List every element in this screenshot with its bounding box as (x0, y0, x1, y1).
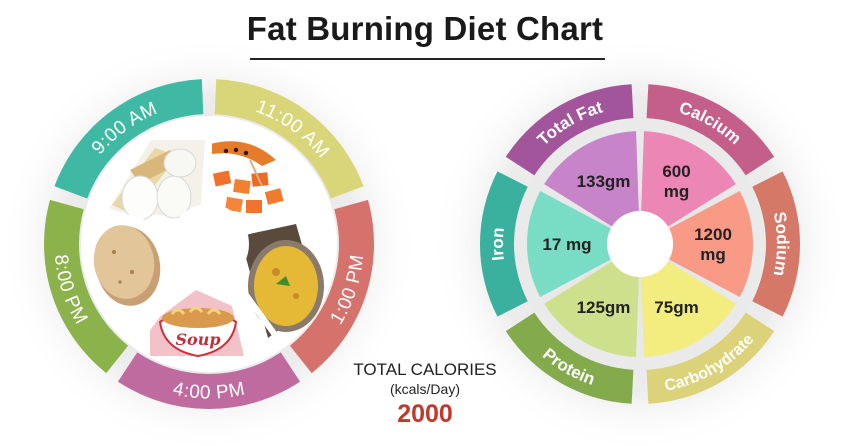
nutrient-ring-iron (480, 171, 528, 317)
nutrient-name-iron: Iron (488, 227, 508, 262)
svg-text:Soup: Soup (175, 330, 220, 349)
nutrient-value-iron: 17 mg (542, 235, 591, 254)
meal-segment-4-00-pm (117, 352, 301, 409)
nutrient-value-total-fat: 133gm (577, 172, 631, 191)
meal-segment-11-00-am (214, 79, 364, 199)
meal-separator (131, 274, 188, 350)
meal-time-4-00-pm: 4:00 PM (171, 378, 247, 403)
nutrient-slice-carbohydrate (641, 261, 736, 357)
meal-segment-8-00-pm (44, 199, 129, 374)
eggs-icon (107, 140, 205, 221)
total-calories-value: 2000 (397, 400, 453, 428)
meal-separator (246, 201, 332, 235)
nutrient-slice-total-fat (544, 131, 639, 227)
dal-bowl-icon (240, 224, 324, 338)
title-underline (250, 58, 605, 60)
nutrient-value-calcium: 600 mg (662, 162, 690, 201)
nutrient-slice-iron (526, 190, 611, 298)
meal-separator (230, 274, 287, 350)
meal-segment-1-00-pm (289, 199, 374, 374)
soup-bowl-icon: Soup (150, 290, 244, 358)
meal-separator (86, 201, 172, 235)
nutrient-ring-calcium (646, 84, 775, 176)
nutrient-slice-sodium (669, 190, 753, 298)
nutrient-ring-carbohydrate (646, 312, 775, 404)
nutrient-slice-protein (544, 261, 639, 357)
nutrient-slice-calcium (641, 131, 736, 227)
meal-schedule-wheel: Soup 9:00 AM 11:00 AM1:00 PM4:00 PM8:00 P… (44, 79, 374, 409)
total-calories-unit: (kcals/Day) (389, 381, 460, 397)
page-title: Fat Burning Diet Chart (246, 10, 604, 47)
papaya-icon (210, 138, 310, 226)
nutrient-ring-sodium (752, 171, 800, 317)
meal-segment-9-00-am (54, 79, 204, 199)
nutrient-hub (607, 211, 673, 277)
roti-icon (93, 225, 170, 310)
nutrient-name-sodium: Sodium (770, 210, 792, 277)
nutrient-ring-protein (505, 312, 634, 404)
meal-hub (169, 204, 249, 284)
total-calories-label: TOTAL CALORIES (353, 360, 497, 379)
nutrient-value-sodium: 1200 mg (694, 225, 732, 264)
nutrient-value-protein: 125gm (577, 298, 631, 317)
nutrient-value-carbohydrate: 75gm (654, 298, 698, 317)
nutrient-ring-total-fat (505, 84, 634, 176)
